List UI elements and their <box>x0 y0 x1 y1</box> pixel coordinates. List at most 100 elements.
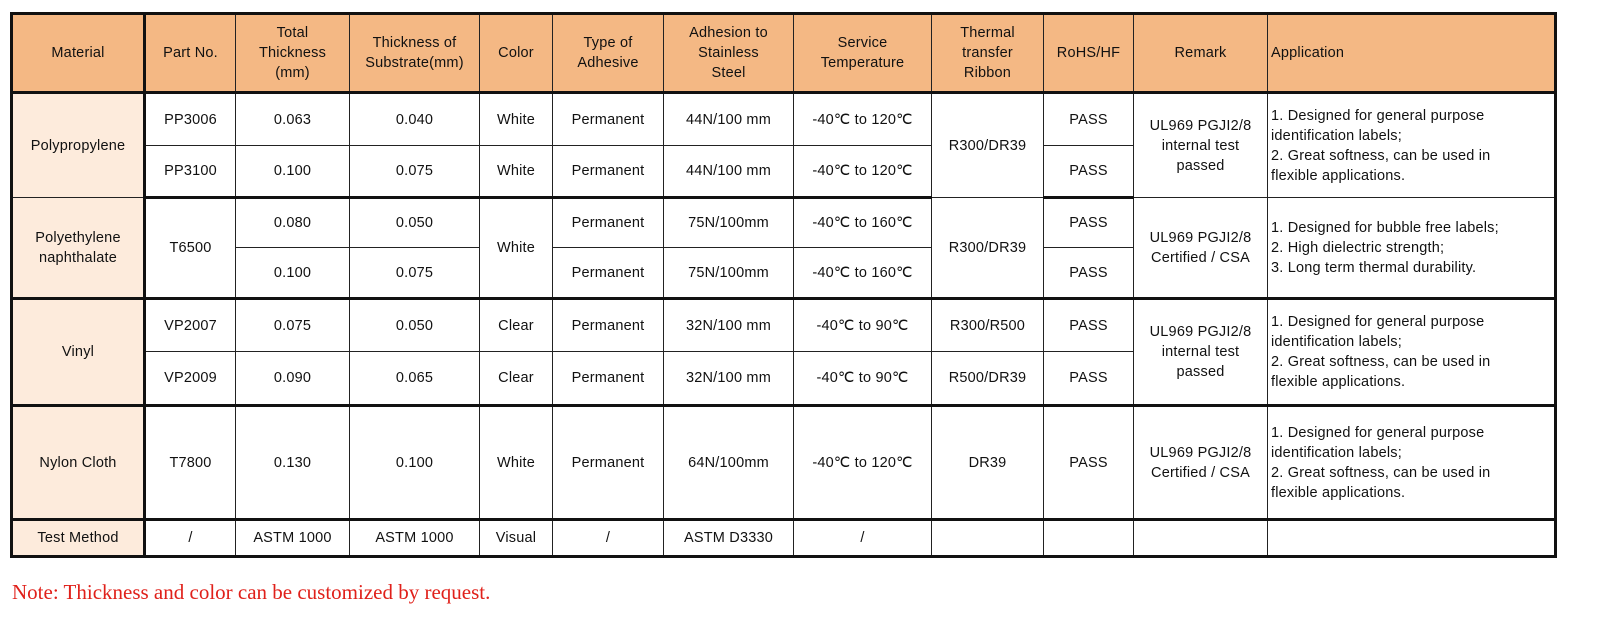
color-cell: White <box>479 405 553 521</box>
rohs-cell: PASS <box>1043 92 1134 146</box>
table-row: PP3100 0.100 0.075 White Permanent 44N/1… <box>12 145 1556 199</box>
rohs-cell: PASS <box>1043 197 1134 248</box>
header-substrate-thickness: Thickness of Substrate(mm) <box>349 13 480 94</box>
test-method-row: Test Method / ASTM 1000 ASTM 1000 Visual… <box>11 519 1556 557</box>
remark-cell: UL969 PGJI2/8 Certified / CSA <box>1133 197 1268 300</box>
part-cell: PP3006 <box>144 92 236 146</box>
total-cell: 0.063 <box>235 92 350 146</box>
application-cell <box>1267 519 1556 557</box>
adhesive-cell: Permanent <box>552 351 664 407</box>
material-cell: Polypropylene <box>11 92 146 198</box>
adhesion-cell: 75N/100mm <box>663 247 794 300</box>
temp-cell: -40℃ to 120℃ <box>793 145 932 199</box>
header-rohs: RoHS/HF <box>1043 13 1134 94</box>
rohs-cell: PASS <box>1043 405 1134 521</box>
color-cell: Clear <box>479 351 553 407</box>
adhesive-cell: Permanent <box>552 197 664 248</box>
remark-cell: UL969 PGJI2/8 internal test passed <box>1133 92 1268 198</box>
part-cell: T7800 <box>144 405 236 521</box>
part-cell: VP2009 <box>144 351 236 407</box>
material-cell: Test Method <box>11 519 146 557</box>
adhesion-cell: 64N/100mm <box>663 405 794 521</box>
adhesive-cell: Permanent <box>552 145 664 199</box>
note-text: Note: Thickness and color can be customi… <box>12 580 491 604</box>
header-total-thickness: Total Thickness (mm) <box>235 13 350 94</box>
temp-cell: -40℃ to 90℃ <box>793 351 932 407</box>
material-cell: Vinyl <box>11 298 146 407</box>
substrate-cell: 0.050 <box>349 197 480 248</box>
substrate-cell: 0.040 <box>349 92 480 146</box>
total-cell: 0.075 <box>235 298 350 352</box>
ribbon-cell: R300/R500 <box>931 298 1044 352</box>
temp-cell: -40℃ to 90℃ <box>793 298 932 352</box>
adhesion-cell: ASTM D3330 <box>663 519 794 557</box>
material-spec-table: Material Part No. Total Thickness (mm) T… <box>10 12 1557 558</box>
material-cell: Polyethylene naphthalate <box>11 197 146 300</box>
rohs-cell: PASS <box>1043 351 1134 407</box>
remark-cell: UL969 PGJI2/8 Certified / CSA <box>1133 405 1268 521</box>
material-cell: Nylon Cloth <box>11 405 146 521</box>
header-adhesive: Type of Adhesive <box>552 13 664 94</box>
total-cell: 0.100 <box>235 247 350 300</box>
rohs-cell: PASS <box>1043 247 1134 300</box>
application-cell: 1. Designed for general purpose identifi… <box>1267 298 1556 407</box>
rohs-cell <box>1043 519 1134 557</box>
temp-cell: / <box>793 519 932 557</box>
total-cell: 0.090 <box>235 351 350 407</box>
color-cell: Visual <box>479 519 553 557</box>
total-cell: ASTM 1000 <box>235 519 350 557</box>
header-temperature: Service Temperature <box>793 13 932 94</box>
ribbon-cell: DR39 <box>931 405 1044 521</box>
part-cell: PP3100 <box>144 145 236 199</box>
adhesion-cell: 44N/100 mm <box>663 92 794 146</box>
substrate-cell: 0.075 <box>349 247 480 300</box>
application-cell: 1. Designed for bubble free labels; 2. H… <box>1267 197 1556 300</box>
remark-cell <box>1133 519 1268 557</box>
header-material: Material <box>11 13 146 94</box>
ribbon-cell: R300/DR39 <box>931 197 1044 300</box>
header-application: Application <box>1267 13 1556 94</box>
substrate-cell: 0.050 <box>349 298 480 352</box>
application-cell: 1. Designed for general purpose identifi… <box>1267 405 1556 521</box>
adhesion-cell: 32N/100 mm <box>663 351 794 407</box>
adhesion-cell: 75N/100mm <box>663 197 794 248</box>
rohs-cell: PASS <box>1043 145 1134 199</box>
temp-cell: -40℃ to 160℃ <box>793 247 932 300</box>
adhesion-cell: 44N/100 mm <box>663 145 794 199</box>
table-row: Polyethylene naphthalate T6500 0.080 0.0… <box>11 197 1556 300</box>
color-cell: Clear <box>479 298 553 352</box>
table-row: Vinyl VP2007 0.075 0.050 Clear Permanent… <box>11 298 1556 407</box>
color-cell: White <box>479 145 553 199</box>
table-row: 0.100 0.075 Permanent 75N/100mm -40℃ to … <box>12 247 1556 300</box>
header-ribbon: Thermal transfer Ribbon <box>931 13 1044 94</box>
total-cell: 0.100 <box>235 145 350 199</box>
temp-cell: -40℃ to 160℃ <box>793 197 932 248</box>
table-row: VP2009 0.090 0.065 Clear Permanent 32N/1… <box>12 351 1556 407</box>
adhesive-cell: Permanent <box>552 298 664 352</box>
header-adhesion: Adhesion to Stainless Steel <box>663 13 794 94</box>
color-cell: White <box>479 197 553 300</box>
remark-cell: UL969 PGJI2/8 internal test passed <box>1133 298 1268 407</box>
color-cell: White <box>479 92 553 146</box>
ribbon-cell: R500/DR39 <box>931 351 1044 407</box>
adhesive-cell: / <box>552 519 664 557</box>
substrate-cell: 0.075 <box>349 145 480 199</box>
substrate-cell: 0.100 <box>349 405 480 521</box>
part-cell: VP2007 <box>144 298 236 352</box>
total-cell: 0.080 <box>235 197 350 248</box>
temp-cell: -40℃ to 120℃ <box>793 92 932 146</box>
part-cell: / <box>144 519 236 557</box>
application-cell: 1. Designed for general purpose identifi… <box>1267 92 1556 198</box>
ribbon-cell: R300/DR39 <box>931 92 1044 198</box>
total-cell: 0.130 <box>235 405 350 521</box>
rohs-cell: PASS <box>1043 298 1134 352</box>
adhesive-cell: Permanent <box>552 92 664 146</box>
temp-cell: -40℃ to 120℃ <box>793 405 932 521</box>
header-remark: Remark <box>1133 13 1268 94</box>
table-row: Nylon Cloth T7800 0.130 0.100 White Perm… <box>11 405 1556 521</box>
adhesion-cell: 32N/100 mm <box>663 298 794 352</box>
adhesive-cell: Permanent <box>552 405 664 521</box>
header-row: Material Part No. Total Thickness (mm) T… <box>11 13 1556 94</box>
adhesive-cell: Permanent <box>552 247 664 300</box>
header-part-no: Part No. <box>144 13 236 94</box>
